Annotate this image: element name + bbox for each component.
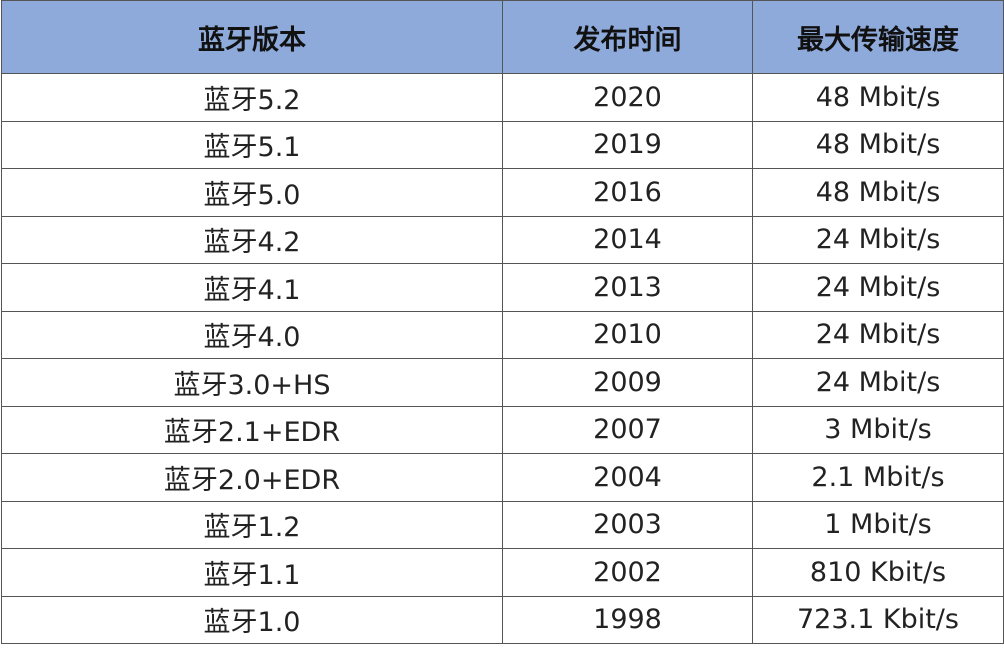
table-cell: 2013 <box>502 263 753 312</box>
table-cell: 蓝牙1.2 <box>1 500 503 549</box>
table-cell: 2010 <box>502 310 753 359</box>
table-row: 蓝牙5.2 2020 48 Mbit/s <box>1 73 1004 122</box>
table-cell: 2014 <box>502 215 753 264</box>
table-row: 蓝牙2.1+EDR 2007 3 Mbit/s <box>1 405 1004 454</box>
table-cell: 蓝牙2.1+EDR <box>1 405 503 454</box>
table-cell: 1 Mbit/s <box>752 500 1004 549</box>
table-cell: 蓝牙4.2 <box>1 215 503 264</box>
table-cell: 24 Mbit/s <box>752 310 1004 359</box>
table-cell: 2009 <box>502 358 753 407</box>
table-cell: 3 Mbit/s <box>752 405 1004 454</box>
table-cell: 蓝牙4.0 <box>1 310 503 359</box>
table-cell: 2016 <box>502 168 753 217</box>
table-cell: 2020 <box>502 73 753 122</box>
header-row: 蓝牙版本 发布时间 最大传输速度 <box>1 0 1004 74</box>
table-row: 蓝牙4.0 2010 24 Mbit/s <box>1 310 1004 359</box>
table-cell: 810 Kbit/s <box>752 548 1004 597</box>
table-cell: 蓝牙1.1 <box>1 548 503 597</box>
table-row: 蓝牙1.0 1998 723.1 Kbit/s <box>1 595 1004 644</box>
table-row: 蓝牙4.1 2013 24 Mbit/s <box>1 263 1004 312</box>
table-cell: 48 Mbit/s <box>752 168 1004 217</box>
table-body: 蓝牙5.2 2020 48 Mbit/s 蓝牙5.1 2019 48 Mbit/s 蓝牙5.… <box>1 73 1004 644</box>
table-row: 蓝牙1.2 2003 1 Mbit/s <box>1 500 1004 549</box>
table-cell: 蓝牙3.0+HS <box>1 358 503 407</box>
table-row: 蓝牙2.0+EDR 2004 2.1 Mbit/s <box>1 453 1004 502</box>
table-header: 蓝牙版本 发布时间 最大传输速度 <box>1 0 1004 74</box>
table-cell: 蓝牙2.0+EDR <box>1 453 503 502</box>
table-cell: 2003 <box>502 500 753 549</box>
table-cell: 蓝牙4.1 <box>1 263 503 312</box>
table-row: 蓝牙4.2 2014 24 Mbit/s <box>1 215 1004 264</box>
table-cell: 1998 <box>502 595 753 644</box>
table-cell: 蓝牙5.1 <box>1 120 503 169</box>
header-cell: 最大传输速度 <box>752 0 1004 74</box>
table-cell: 2002 <box>502 548 753 597</box>
table-cell: 24 Mbit/s <box>752 263 1004 312</box>
table-cell: 蓝牙5.2 <box>1 73 503 122</box>
table-cell: 48 Mbit/s <box>752 120 1004 169</box>
table-cell: 2007 <box>502 405 753 454</box>
table-cell: 蓝牙5.0 <box>1 168 503 217</box>
table-cell: 48 Mbit/s <box>752 73 1004 122</box>
table-cell: 24 Mbit/s <box>752 215 1004 264</box>
table-cell: 2019 <box>502 120 753 169</box>
table-cell: 723.1 Kbit/s <box>752 595 1004 644</box>
header-cell: 蓝牙版本 <box>1 0 503 74</box>
table-cell: 2004 <box>502 453 753 502</box>
table-row: 蓝牙3.0+HS 2009 24 Mbit/s <box>1 358 1004 407</box>
header-cell: 发布时间 <box>502 0 753 74</box>
table-cell: 蓝牙1.0 <box>1 595 503 644</box>
table-row: 蓝牙5.1 2019 48 Mbit/s <box>1 120 1004 169</box>
table-row: 蓝牙1.1 2002 810 Kbit/s <box>1 548 1004 597</box>
table-cell: 2.1 Mbit/s <box>752 453 1004 502</box>
table-row: 蓝牙5.0 2016 48 Mbit/s <box>1 168 1004 217</box>
table-cell: 24 Mbit/s <box>752 358 1004 407</box>
